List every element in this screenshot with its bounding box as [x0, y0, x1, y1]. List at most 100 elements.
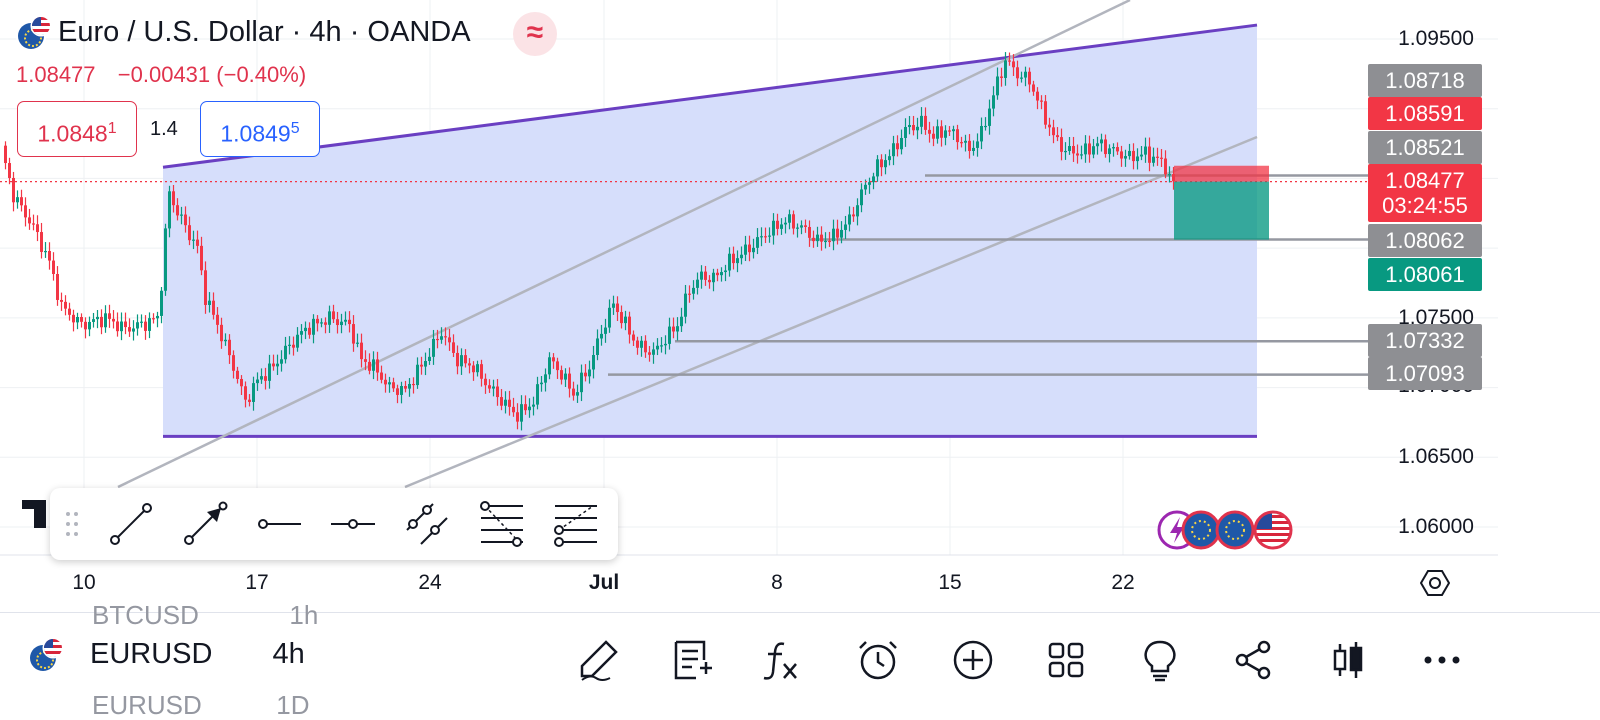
candle-body: [448, 337, 451, 343]
candle-body: [872, 176, 875, 183]
price-label-level[interactable]: 1.08521: [1368, 131, 1482, 164]
candle-body: [1172, 174, 1175, 182]
candle-body: [528, 406, 531, 411]
candle-body: [332, 311, 335, 320]
candle-body: [232, 355, 235, 371]
symbol-title[interactable]: Euro / U.S. Dollar · 4h · OANDA: [18, 16, 471, 49]
next-symbol-item[interactable]: EURUSD 1D: [92, 690, 310, 720]
candle-body: [736, 258, 739, 264]
candle-body: [256, 379, 259, 384]
price-label-ask[interactable]: 1.08591: [1368, 97, 1482, 130]
candle-body: [364, 359, 367, 362]
candle-body: [668, 326, 671, 344]
candle-body: [580, 372, 583, 393]
candle-body: [924, 115, 927, 130]
candle-body: [84, 321, 87, 330]
fib-retracement-icon[interactable]: [464, 488, 538, 560]
lightbulb-icon[interactable]: [1136, 636, 1184, 684]
candle-body: [796, 227, 799, 229]
candle-body: [1168, 174, 1171, 176]
parallel-channel-icon[interactable]: [390, 488, 464, 560]
candle-body: [1008, 60, 1011, 62]
buy-price-pip: 5: [290, 120, 300, 137]
candle-body: [708, 279, 711, 283]
spread-value: 1.4: [150, 118, 178, 140]
economic-events[interactable]: [1156, 509, 1296, 551]
current-price-label[interactable]: 1.08477 03:24:55: [1368, 164, 1482, 222]
candle-body: [624, 316, 627, 324]
alarm-icon[interactable]: [854, 636, 902, 684]
candle-body: [480, 364, 483, 379]
candle-body: [1020, 77, 1023, 79]
bottom-timeframe[interactable]: 4h: [272, 638, 305, 670]
time-tick-month: Jul: [588, 571, 620, 594]
candle-body: [776, 220, 779, 229]
drawing-toolbar: [50, 488, 618, 560]
candle-body: [64, 301, 67, 309]
candle-body: [1124, 156, 1127, 159]
chart-canvas[interactable]: [0, 0, 1600, 560]
ray-icon[interactable]: [242, 488, 316, 560]
symbol-selector[interactable]: EURUSD 4h: [30, 638, 305, 671]
candle-body: [324, 322, 327, 325]
candle-body: [864, 184, 867, 190]
candle-body: [608, 307, 611, 328]
chart-settings-icon[interactable]: [1420, 568, 1450, 598]
horizontal-line-icon[interactable]: [316, 488, 390, 560]
candle-body: [600, 333, 603, 339]
drag-handle-icon[interactable]: [50, 488, 94, 560]
price-label-level[interactable]: 1.08062: [1368, 224, 1482, 257]
candle-body: [744, 244, 747, 255]
candle-body: [388, 382, 391, 385]
candle-body: [696, 279, 699, 288]
price-label-target[interactable]: 1.08061: [1368, 258, 1482, 291]
price-tick: 1.06500: [1398, 445, 1474, 468]
candle-body: [520, 404, 523, 422]
candle-body: [336, 319, 339, 326]
candle-body: [752, 247, 755, 253]
candle-body: [996, 76, 999, 96]
candle-body: [588, 369, 591, 377]
candle-body: [376, 359, 379, 373]
candle-body: [644, 340, 647, 353]
candle-body: [340, 321, 343, 326]
time-tick: 10: [72, 571, 96, 594]
candle-body: [456, 352, 459, 367]
candle-body: [52, 260, 55, 275]
candle-body: [228, 339, 231, 356]
position-target-zone: [1174, 181, 1269, 240]
time-tick: 8: [771, 571, 783, 594]
pen-icon[interactable]: [574, 636, 622, 684]
price-label-drawing[interactable]: 1.08718: [1368, 64, 1482, 97]
price-label-level[interactable]: 1.07093: [1368, 357, 1482, 390]
buy-price: 1.0849: [220, 120, 291, 147]
wave-approx-icon[interactable]: ≈: [513, 12, 557, 56]
candle-body: [516, 412, 519, 422]
candle-body: [596, 338, 599, 355]
candle-body: [1092, 146, 1095, 155]
candle-body: [428, 356, 431, 361]
plus-circle-icon[interactable]: [949, 636, 997, 684]
candle-body: [920, 115, 923, 127]
arrow-icon[interactable]: [168, 488, 242, 560]
candle-body: [44, 251, 47, 253]
candle-body: [908, 125, 911, 128]
candle-body: [1112, 147, 1115, 149]
add-note-icon[interactable]: [668, 636, 716, 684]
share-icon[interactable]: [1230, 636, 1278, 684]
buy-button[interactable]: 1.08495: [200, 101, 320, 157]
candle-body: [160, 290, 163, 316]
candle-body: [72, 314, 75, 323]
more-icon[interactable]: [1418, 636, 1466, 684]
candles-icon[interactable]: [1324, 636, 1372, 684]
candle-body: [400, 386, 403, 395]
candle-body: [780, 224, 783, 229]
candle-body: [884, 160, 887, 168]
grid-icon[interactable]: [1042, 636, 1090, 684]
previous-symbol-item[interactable]: BTCUSD 1h: [92, 600, 318, 631]
sell-button[interactable]: 1.08481: [17, 101, 137, 157]
trend-line-icon[interactable]: [94, 488, 168, 560]
function-icon[interactable]: [758, 636, 806, 684]
price-label-level[interactable]: 1.07332: [1368, 324, 1482, 357]
fib-extension-icon[interactable]: [538, 488, 612, 560]
